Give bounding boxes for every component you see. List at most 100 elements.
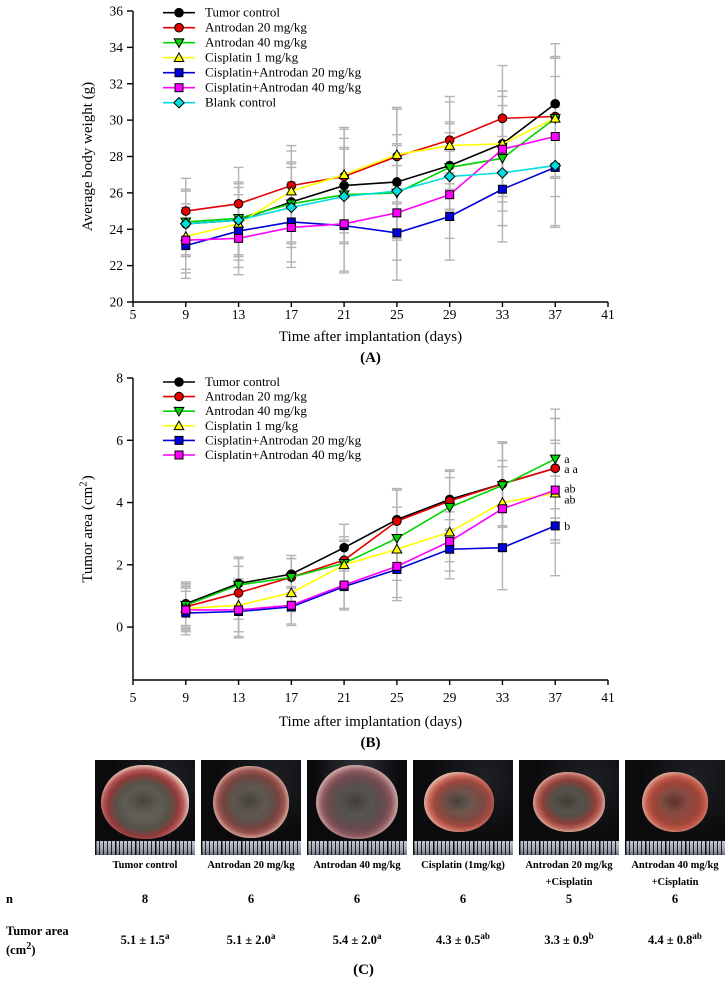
photo-label: Tumor control (95, 858, 195, 875)
tumor-specimen (424, 771, 494, 832)
svg-text:4: 4 (116, 495, 123, 510)
svg-text:Tumor control: Tumor control (205, 374, 280, 389)
svg-text:28: 28 (110, 149, 124, 164)
photo-cell: Cisplatin (1mg/kg) (413, 760, 513, 892)
svg-text:ab: ab (564, 482, 575, 496)
svg-text:Antrodan 40 mg/kg: Antrodan 40 mg/kg (205, 403, 307, 418)
svg-text:a: a (564, 452, 570, 466)
svg-text:33: 33 (496, 690, 510, 705)
svg-text:6: 6 (116, 433, 123, 448)
svg-text:29: 29 (443, 307, 457, 322)
svg-text:13: 13 (232, 307, 246, 322)
svg-text:17: 17 (285, 690, 299, 705)
n-value: 8 (141, 892, 149, 906)
svg-text:13: 13 (232, 690, 246, 705)
svg-text:22: 22 (110, 258, 124, 273)
photo-label-line1: Antrodan 40 mg/kg (313, 860, 401, 871)
photo-label: Antrodan 20 mg/kg (201, 858, 301, 875)
photo-cell: Antrodan 40 mg/kg +Cisplatin (625, 760, 725, 892)
tumor-photo-4 (413, 760, 513, 855)
n-row-values: 8 6 6 6 5 6 (95, 892, 725, 907)
photo-label-line2: +Cisplatin (545, 876, 593, 888)
svg-text:29: 29 (443, 690, 457, 705)
tumor-specimen (533, 771, 605, 832)
panel-c-caption: (C) (353, 962, 374, 978)
ruler (307, 841, 407, 855)
svg-text:41: 41 (601, 690, 615, 705)
photo-label-line1: Antrodan 20 mg/kg (525, 860, 613, 871)
tumor-area-chart: 0 2 4 6 8 5 9 13 17 21 25 29 33 37 41 Tumor area (cm2 )… (79, 372, 615, 751)
svg-text:Cisplatin 1 mg/kg: Cisplatin 1 mg/kg (205, 50, 299, 65)
svg-text:5: 5 (130, 307, 137, 322)
tumor-area-row-values: 5.1 ± 1.5a 5.1 ± 2.0a 5.4 ± 2.0a 4.3 ± 0… (95, 931, 725, 948)
series-2 (180, 454, 561, 612)
svg-text:21: 21 (337, 307, 351, 322)
svg-text:Cisplatin+Antrodan 20 mg/kg: Cisplatin+Antrodan 20 mg/kg (205, 432, 362, 447)
svg-text:37: 37 (548, 307, 562, 322)
svg-text:Antrodan 20 mg/kg: Antrodan 20 mg/kg (205, 389, 307, 404)
tumor-area-value: 4.4 ± 0.8ab (648, 931, 702, 948)
photo-label: Cisplatin (1mg/kg) (413, 858, 513, 875)
svg-text:34: 34 (110, 40, 124, 55)
ruler (625, 841, 725, 855)
photo-label-line2: +Cisplatin (651, 876, 699, 888)
tumor-area-value: 5.4 ± 2.0a (332, 931, 382, 948)
tumor-specimen (316, 764, 398, 839)
y-axis-label: Tumor area (cm2 ) (79, 475, 97, 583)
svg-text:Cisplatin 1 mg/kg: Cisplatin 1 mg/kg (205, 418, 299, 433)
svg-text:41: 41 (601, 307, 615, 322)
n-value: 6 (353, 892, 361, 906)
x-axis-label: Time after implantation (days) (279, 329, 462, 345)
svg-text:36: 36 (110, 4, 124, 19)
axes (127, 10, 609, 307)
n-value: 6 (247, 892, 255, 906)
series-5 (181, 131, 560, 245)
tumor-photo-5 (519, 760, 619, 855)
svg-text:Antrodan 40 mg/kg: Antrodan 40 mg/kg (205, 35, 307, 50)
ruler (519, 841, 619, 855)
svg-text:26: 26 (110, 185, 124, 200)
panel-c: Tumor control Antrodan 20 mg/kg Antrodan… (0, 758, 727, 983)
tick-labels: 0 2 4 6 8 5 9 13 17 21 25 29 33 37 41 (116, 372, 615, 705)
svg-text:ab: ab (564, 492, 575, 506)
n-row-label: n (6, 892, 13, 906)
body-weight-chart: 20 22 24 26 28 30 32 34 36 5 9 13 17 21 25 29 33 37 41 Aver… (80, 4, 615, 367)
series-6 (179, 159, 562, 230)
axes (127, 377, 609, 685)
photo-cell: Tumor control (95, 760, 195, 892)
svg-text:0: 0 (116, 620, 123, 635)
svg-text:Blank control: Blank control (205, 95, 277, 110)
svg-text:Tumor control: Tumor control (205, 5, 280, 20)
svg-text:5: 5 (130, 690, 137, 705)
tumor-specimen (642, 771, 708, 832)
tumor-photo-1 (95, 760, 195, 855)
svg-text:21: 21 (337, 690, 351, 705)
photo-label: Antrodan 40 mg/kg (307, 858, 407, 875)
tumor-specimen (101, 764, 189, 839)
n-value: 6 (459, 892, 467, 906)
svg-text:2: 2 (116, 557, 123, 572)
tumor-photo-2 (201, 760, 301, 855)
svg-text:9: 9 (182, 690, 189, 705)
svg-text:24: 24 (110, 222, 124, 237)
photo-cell: Antrodan 40 mg/kg (307, 760, 407, 892)
panel-caption: (A) (360, 350, 381, 366)
tumor-specimen (213, 765, 289, 838)
svg-text:9: 9 (182, 307, 189, 322)
svg-text:20: 20 (110, 295, 124, 310)
ruler (95, 841, 195, 855)
tumor-photo-6 (625, 760, 725, 855)
svg-text:a a: a a (564, 462, 578, 476)
svg-text:25: 25 (390, 690, 404, 705)
photo-label: Antrodan 20 mg/kg +Cisplatin (519, 858, 619, 892)
svg-text:Cisplatin+Antrodan 20 mg/kg: Cisplatin+Antrodan 20 mg/kg (205, 65, 362, 80)
svg-text:Cisplatin+Antrodan 40 mg/kg: Cisplatin+Antrodan 40 mg/kg (205, 447, 362, 462)
photo-label-line1: Antrodan 20 mg/kg (207, 860, 295, 871)
svg-text:30: 30 (110, 113, 124, 128)
tumor-area-value: 5.1 ± 2.0a (226, 931, 276, 948)
svg-text:Cisplatin+Antrodan 40 mg/kg: Cisplatin+Antrodan 40 mg/kg (205, 80, 362, 95)
tumor-area-value: 4.3 ± 0.5ab (436, 931, 490, 948)
